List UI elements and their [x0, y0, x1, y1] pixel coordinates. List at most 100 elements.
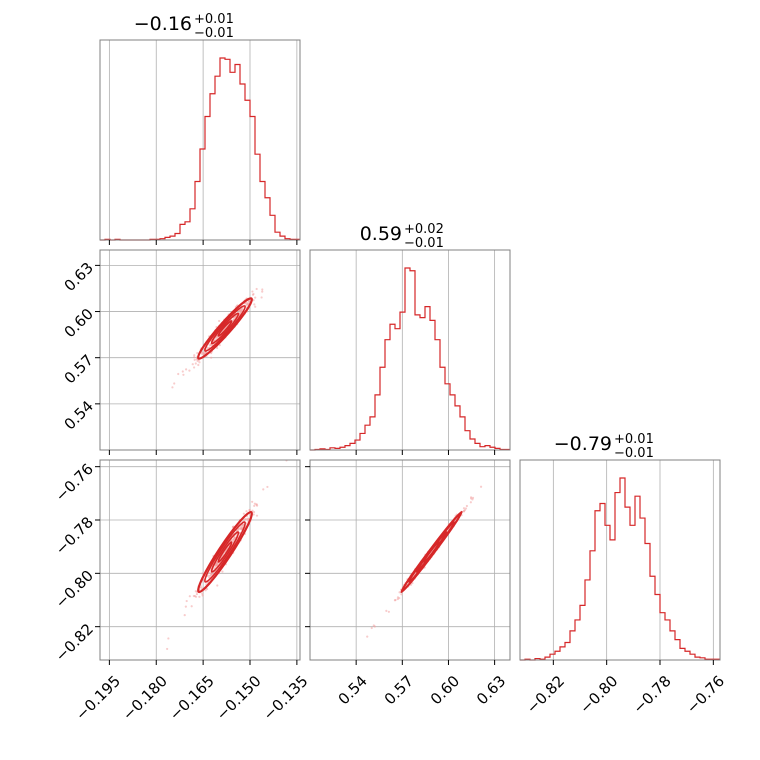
- scatter-point: [469, 496, 473, 499]
- scatter-point: [196, 359, 199, 363]
- scatter-point: [210, 356, 213, 359]
- scatter-point: [188, 369, 191, 372]
- scatter-point: [195, 593, 199, 596]
- scatter-point: [194, 362, 197, 365]
- scatter-point: [266, 485, 269, 489]
- xtick-label-0-2: −0.165: [166, 672, 218, 724]
- ytick-label-1-1: 0.57: [61, 351, 97, 387]
- scatter-point: [194, 595, 198, 598]
- panel-frame-2-1: [309, 459, 511, 661]
- scatter-point: [239, 310, 242, 313]
- scatter-point: [208, 576, 211, 579]
- scatter-point: [194, 590, 197, 593]
- scatter-point: [245, 518, 248, 521]
- scatter-point: [462, 507, 466, 510]
- title-minus-1: −0.01: [404, 236, 444, 251]
- panel-frame-1-0: [99, 249, 301, 451]
- scatter-point: [398, 591, 401, 594]
- scatter-point: [207, 574, 210, 577]
- scatter-point: [201, 594, 204, 597]
- xtick-label-1-0: 0.54: [335, 672, 371, 708]
- title-plus-0: +0.01: [194, 12, 234, 27]
- scatter-point: [255, 503, 258, 506]
- contour-1-0-3: [197, 297, 253, 360]
- contour-1-0-0: [217, 320, 233, 337]
- scatter-point: [251, 290, 254, 293]
- scatter-point: [385, 609, 388, 612]
- scatter-point: [204, 589, 207, 592]
- xtick-label-2-0: −0.82: [523, 672, 568, 717]
- scatter-point: [185, 368, 188, 371]
- ytick-label-2-2: −0.78: [52, 513, 97, 558]
- scatter-point: [195, 358, 198, 361]
- scatter-point: [400, 593, 403, 596]
- contour-2-0-0: [217, 541, 233, 563]
- scatter-point: [193, 358, 196, 361]
- scatter-point: [171, 386, 174, 389]
- xtick-label-1-1: 0.57: [381, 672, 417, 708]
- title-plus-1: +0.02: [404, 222, 444, 237]
- scatter-point: [241, 524, 244, 528]
- xtick-label-0-0: −0.195: [72, 672, 124, 724]
- contour-1-0-1: [210, 312, 240, 345]
- ytick-label-1-2: 0.60: [61, 305, 97, 341]
- panel-frame-2-2: [519, 459, 721, 661]
- scatter-point: [183, 614, 186, 617]
- histogram-2: [520, 477, 720, 661]
- scatter-point: [253, 502, 256, 505]
- scatter-point: [245, 510, 248, 513]
- scatter-point: [221, 570, 224, 573]
- scatter-point: [184, 605, 187, 608]
- scatter-point: [181, 370, 184, 373]
- ytick-label-2-0: −0.82: [52, 620, 97, 665]
- scatter-point: [218, 319, 221, 323]
- scatter-point: [210, 574, 213, 577]
- scatter-point: [191, 363, 194, 366]
- scatter-point: [262, 488, 265, 491]
- scatter-point: [182, 373, 185, 376]
- scatter-point: [471, 498, 474, 501]
- scatter-point: [167, 637, 170, 640]
- scatter-point: [192, 366, 196, 369]
- scatter-point: [201, 572, 204, 575]
- scatter-point: [252, 299, 255, 302]
- scatter-point: [245, 303, 248, 306]
- title-value-1: 0.59: [360, 223, 402, 245]
- scatter-point: [193, 354, 196, 357]
- xtick-label-0-3: −0.150: [213, 672, 265, 724]
- contour-2-0-2: [204, 521, 246, 583]
- scatter-point: [260, 296, 263, 299]
- scatter-point: [261, 290, 264, 293]
- scatter-point: [251, 293, 255, 296]
- panel-frame-0-0: [99, 39, 301, 241]
- scatter-point: [469, 501, 472, 504]
- xtick-label-0-1: −0.180: [119, 672, 171, 724]
- scatter-point: [254, 296, 257, 299]
- scatter-point: [197, 363, 200, 367]
- scatter-point: [216, 584, 219, 587]
- xtick-label-2-2: −0.78: [630, 672, 675, 717]
- scatter-point: [215, 563, 218, 566]
- panel-frame-2-0: [99, 459, 301, 661]
- scatter-point: [398, 596, 401, 600]
- scatter-point: [387, 610, 390, 613]
- scatter-point: [370, 626, 373, 630]
- scatter-point: [254, 305, 257, 308]
- scatter-group-1-0: [171, 287, 264, 389]
- title-value-0: −0.16: [134, 13, 192, 35]
- scatter-point: [193, 356, 196, 359]
- scatter-point: [252, 510, 256, 514]
- histogram-0: [100, 57, 300, 241]
- contour-1-0-2: [204, 305, 246, 352]
- scatter-point: [192, 594, 195, 598]
- scatter-point: [202, 352, 205, 356]
- scatter-point: [232, 538, 236, 541]
- xtick-label-2-1: −0.80: [576, 672, 621, 717]
- scatter-point: [373, 625, 376, 628]
- scatter-point: [210, 352, 213, 355]
- title-minus-0: −0.01: [194, 26, 234, 41]
- xtick-label-0-4: −0.135: [260, 672, 312, 724]
- scatter-point: [394, 598, 397, 602]
- scatter-point: [255, 514, 259, 517]
- scatter-group-2-1: [366, 485, 483, 638]
